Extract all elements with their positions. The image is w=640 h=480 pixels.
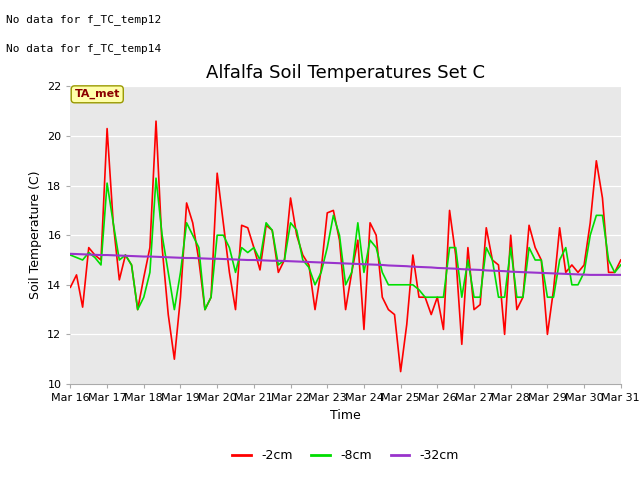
Text: TA_met: TA_met bbox=[75, 89, 120, 99]
-32cm bbox=[586, 272, 594, 278]
-8cm bbox=[207, 294, 215, 300]
X-axis label: Time: Time bbox=[330, 408, 361, 421]
-32cm bbox=[207, 256, 215, 262]
-32cm bbox=[134, 253, 141, 259]
-8cm bbox=[152, 175, 160, 181]
-2cm bbox=[201, 307, 209, 312]
-2cm bbox=[213, 170, 221, 176]
-32cm bbox=[617, 272, 625, 278]
-8cm bbox=[140, 294, 148, 300]
Line: -8cm: -8cm bbox=[70, 178, 621, 310]
-8cm bbox=[397, 282, 404, 288]
-2cm bbox=[152, 118, 160, 124]
-8cm bbox=[543, 294, 551, 300]
Text: No data for f_TC_temp14: No data for f_TC_temp14 bbox=[6, 43, 162, 54]
-32cm bbox=[67, 251, 74, 257]
Line: -32cm: -32cm bbox=[70, 254, 621, 275]
-2cm bbox=[543, 332, 551, 337]
-8cm bbox=[611, 270, 618, 276]
-8cm bbox=[617, 262, 625, 268]
-8cm bbox=[220, 232, 227, 238]
-32cm bbox=[195, 255, 203, 261]
-2cm bbox=[397, 369, 404, 374]
-32cm bbox=[605, 272, 612, 278]
-2cm bbox=[611, 270, 618, 276]
Legend: -2cm, -8cm, -32cm: -2cm, -8cm, -32cm bbox=[227, 444, 464, 467]
-2cm bbox=[617, 257, 625, 263]
Title: Alfalfa Soil Temperatures Set C: Alfalfa Soil Temperatures Set C bbox=[206, 64, 485, 82]
-2cm bbox=[134, 307, 141, 312]
Text: No data for f_TC_temp12: No data for f_TC_temp12 bbox=[6, 14, 162, 25]
-2cm bbox=[67, 284, 74, 290]
-32cm bbox=[611, 272, 618, 278]
-8cm bbox=[67, 252, 74, 258]
Y-axis label: Soil Temperature (C): Soil Temperature (C) bbox=[29, 171, 42, 300]
-32cm bbox=[531, 270, 539, 276]
-2cm bbox=[390, 312, 398, 317]
Line: -2cm: -2cm bbox=[70, 121, 621, 372]
-8cm bbox=[134, 307, 141, 312]
